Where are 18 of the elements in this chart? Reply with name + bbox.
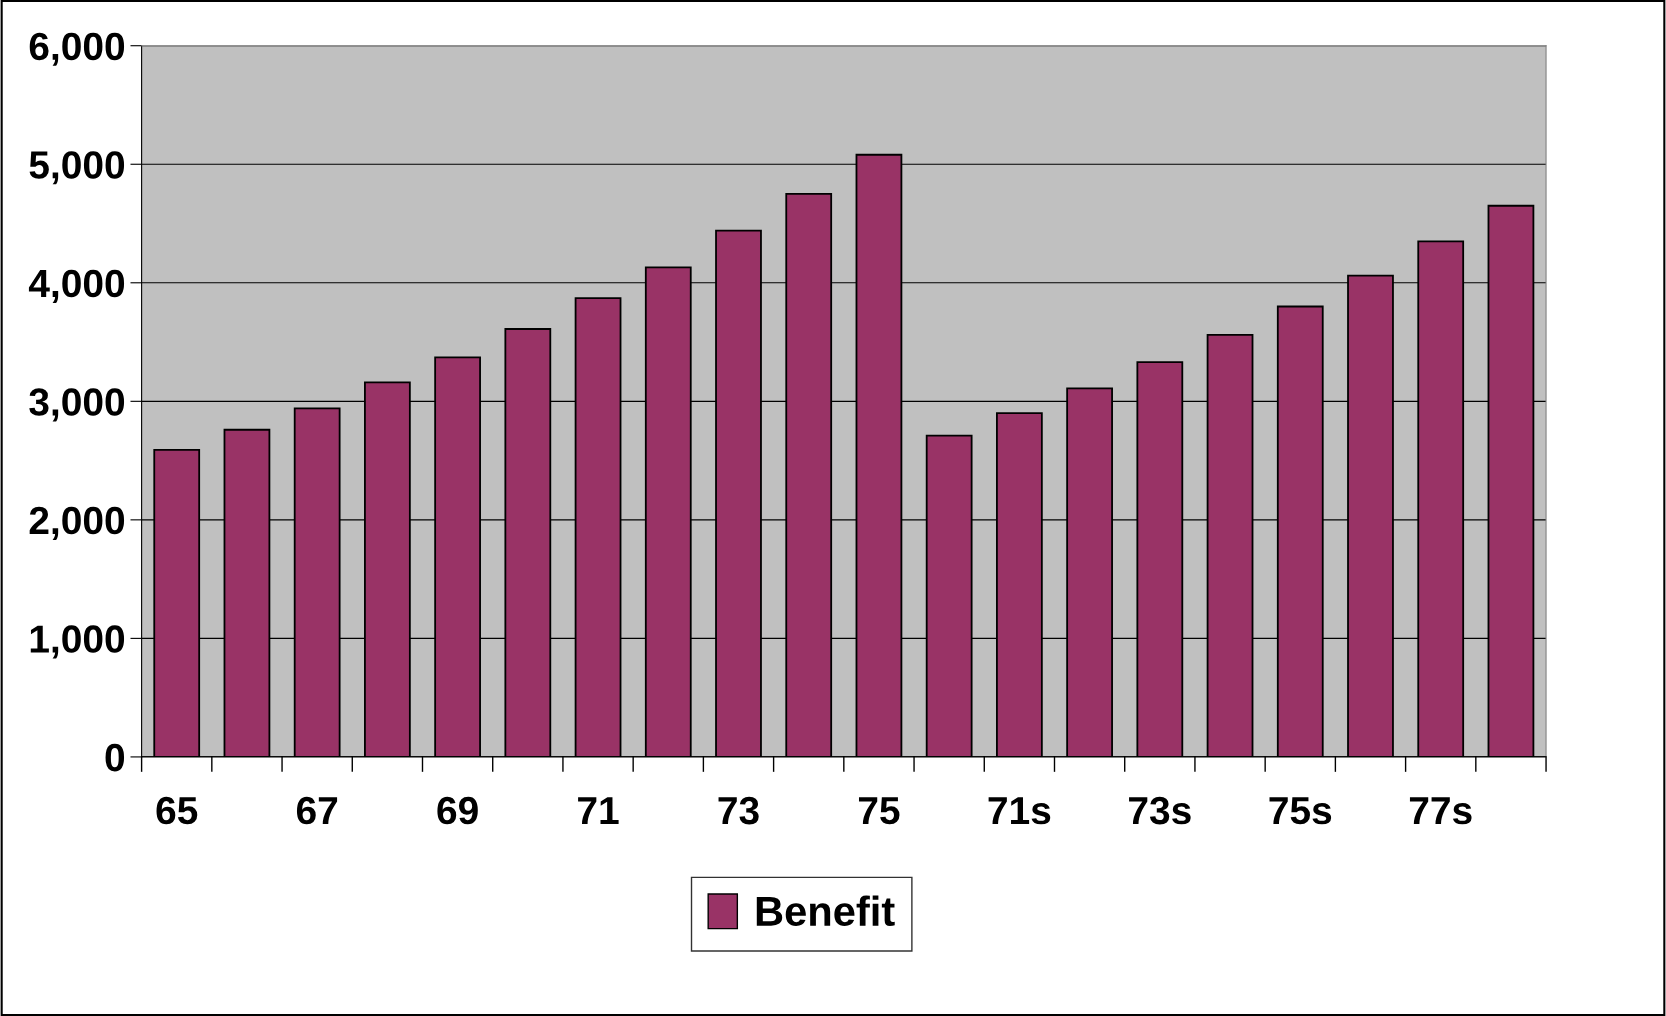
y-tick-label: 6,000 xyxy=(29,32,125,66)
y-tick-label: 0 xyxy=(105,743,125,772)
legend-label: Benefit xyxy=(756,895,895,927)
y-tick-label: 5,000 xyxy=(29,151,125,185)
x-tick-label: 77s xyxy=(1409,797,1472,825)
x-tick-label: 69 xyxy=(437,796,478,825)
x-tick-label: 75 xyxy=(858,797,900,825)
y-tick-label: 2,000 xyxy=(29,506,125,540)
x-tick-label: 73s xyxy=(1129,796,1191,825)
y-tick-label: 3,000 xyxy=(29,388,125,422)
x-tick-label: 71s xyxy=(988,797,1051,825)
x-tick-label: 65 xyxy=(156,796,198,825)
x-tick-label: 73 xyxy=(718,796,759,825)
y-tick-label: 4,000 xyxy=(28,269,125,303)
x-tick-label: 75s xyxy=(1269,797,1332,825)
y-tick-label: 1,000 xyxy=(30,625,125,659)
x-tick-label: 71 xyxy=(578,797,619,824)
x-tick-label: 67 xyxy=(296,796,338,825)
